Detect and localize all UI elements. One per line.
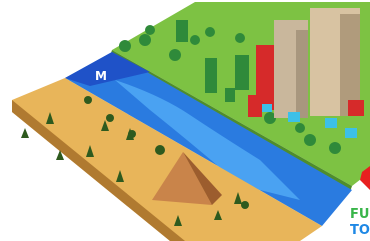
- red-building-small: [248, 95, 262, 117]
- map-marker: M: [95, 69, 107, 83]
- red-block: [348, 100, 364, 116]
- tower-shade: [296, 30, 308, 118]
- logo-text: FU: [350, 207, 369, 222]
- logo-text: TO: [350, 223, 370, 238]
- game-scene: M FU TO: [0, 0, 370, 241]
